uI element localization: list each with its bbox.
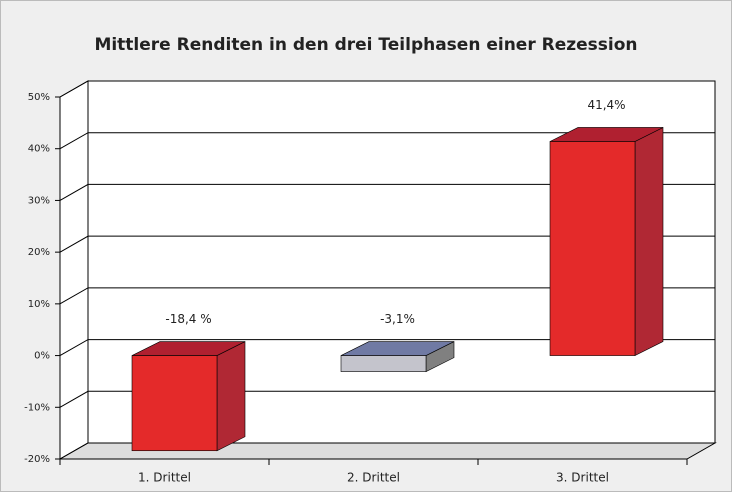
y-tick-label: 30% <box>28 195 50 206</box>
chart-title: Mittlere Renditen in den drei Teilphasen… <box>94 35 637 55</box>
grid-line <box>59 339 715 357</box>
grid-line <box>59 442 715 460</box>
bar <box>340 355 427 372</box>
y-tick-label: 50% <box>28 92 50 103</box>
bar <box>131 355 218 452</box>
y-tick-label: 0% <box>34 351 50 362</box>
grid-line <box>59 287 715 305</box>
x-tick-label: 2. Drittel <box>347 471 400 485</box>
y-tick-label: -10% <box>24 402 50 413</box>
y-tick-label: 40% <box>28 144 50 155</box>
y-tick-label: 10% <box>28 299 50 310</box>
grid-line <box>59 80 715 98</box>
grid-line <box>59 390 715 408</box>
grid-line <box>59 132 715 150</box>
grid-line <box>59 235 715 253</box>
data-label: 41,4% <box>587 98 625 112</box>
y-tick-label: -20% <box>24 454 50 465</box>
grid-line <box>59 183 715 201</box>
x-tick-label: 1. Drittel <box>138 471 191 485</box>
data-label: -3,1% <box>380 312 415 326</box>
y-tick-label: 20% <box>28 247 50 258</box>
bar-side <box>634 126 664 357</box>
bar <box>549 141 636 356</box>
data-label: -18,4 % <box>165 312 211 326</box>
side-wall <box>59 80 89 460</box>
bar-side <box>216 341 246 452</box>
x-tick-label: 3. Drittel <box>556 471 609 485</box>
